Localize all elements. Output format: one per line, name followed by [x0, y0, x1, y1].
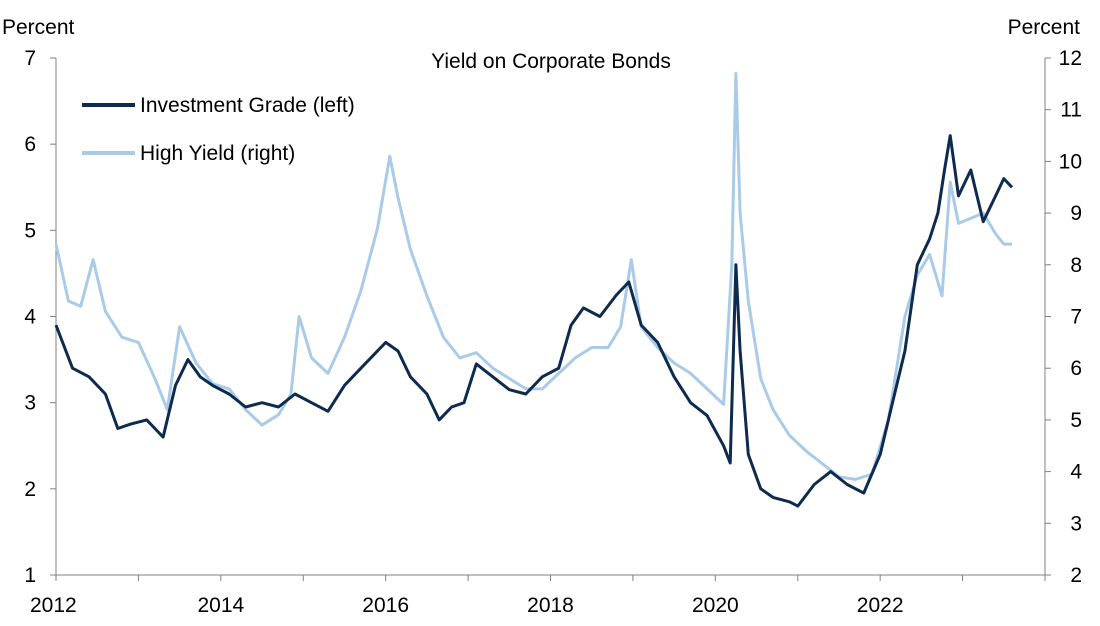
right-tick-label: 9: [1070, 202, 1082, 225]
right-tick-label: 10: [1059, 150, 1082, 173]
chart-title: Yield on Corporate Bonds: [431, 50, 671, 73]
left-tick-label: 2: [24, 478, 36, 501]
right-tick-label: 8: [1070, 254, 1082, 277]
left-axis-label: Percent: [2, 16, 75, 39]
left-tick-label: 3: [24, 392, 36, 415]
series-line-high-yield: [54, 72, 1012, 481]
left-tick-label: 6: [24, 133, 36, 156]
left-tick-label: 7: [24, 47, 36, 70]
legend-label-investment-grade: Investment Grade (left): [140, 94, 355, 117]
right-tick-label: 12: [1059, 47, 1082, 70]
left-tick-label: 4: [24, 306, 36, 329]
right-tick-label: 7: [1070, 306, 1082, 329]
left-tick-label: 5: [24, 219, 36, 242]
x-tick-label: 2014: [197, 594, 244, 617]
left-tick-label: 1: [24, 564, 36, 587]
right-tick-label: 11: [1060, 99, 1082, 122]
legend-item-high-yield: High Yield (right): [82, 142, 295, 165]
right-axis-label: Percent: [1008, 16, 1081, 39]
x-tick-label: 2020: [692, 594, 739, 617]
right-tick-label: 2: [1070, 564, 1082, 587]
x-tick-label: 2018: [527, 594, 574, 617]
series-layer: [54, 72, 1014, 508]
series-line-investment-grade: [54, 134, 1014, 508]
legend-label-high-yield: High Yield (right): [140, 142, 295, 165]
x-tick-label: 2016: [362, 594, 409, 617]
right-tick-label: 6: [1070, 357, 1082, 380]
right-tick-label: 4: [1070, 461, 1082, 484]
x-tick-label: 2012: [30, 594, 77, 617]
legend-item-investment-grade: Investment Grade (left): [82, 94, 355, 117]
x-tick-label: 2022: [857, 594, 904, 617]
legend: Investment Grade (left) High Yield (righ…: [82, 94, 355, 165]
right-tick-label: 5: [1070, 409, 1082, 432]
right-tick-label: 3: [1070, 512, 1082, 535]
